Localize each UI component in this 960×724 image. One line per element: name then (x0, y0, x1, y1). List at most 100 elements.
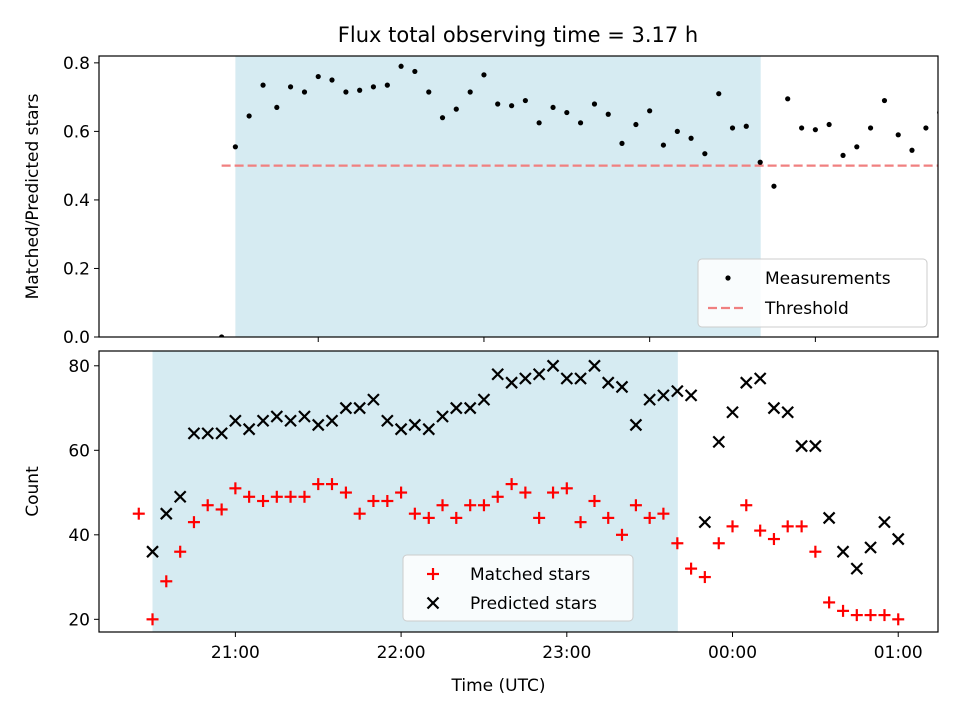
top-point (536, 120, 542, 126)
bottom-point-b (878, 515, 891, 529)
bottom-point (602, 511, 615, 524)
bottom-axes-frame (98, 350, 939, 633)
bottom-point (684, 389, 698, 402)
top-point (826, 121, 832, 128)
bottom-point-b (560, 372, 574, 385)
bottom-point (892, 613, 905, 626)
top-point-shape (398, 63, 404, 69)
bottom-point (339, 486, 352, 499)
top-point-shape (840, 152, 846, 158)
bottom-point (671, 537, 684, 550)
top-point-shape (384, 82, 390, 88)
bottom-point (823, 596, 836, 609)
bottom-point (837, 604, 850, 617)
bottom-point (422, 511, 435, 524)
bottom-point (615, 380, 629, 394)
bottom-point-b (684, 389, 698, 402)
top-point (633, 121, 639, 128)
bottom-point (312, 478, 325, 491)
legend-predicted-marker (426, 596, 440, 610)
bottom-point (533, 511, 546, 524)
bottom-point-b (146, 545, 159, 558)
bottom-xtick-label: 01:00 (874, 643, 923, 663)
bottom-point (491, 367, 504, 381)
bottom-point-b (532, 367, 546, 381)
top-point (384, 82, 390, 88)
bottom-point-b (781, 405, 794, 419)
bottom-point-b (173, 490, 187, 504)
bottom-ytick-label: 60 (68, 441, 90, 461)
top-point-shape (799, 125, 805, 131)
top-point-shape (785, 96, 791, 102)
top-point (509, 103, 515, 109)
bottom-point (408, 507, 421, 520)
bottom-point (560, 482, 573, 495)
bottom-point-b (836, 545, 850, 558)
top-legend: Measurements Threshold (697, 258, 928, 328)
top-point (785, 96, 791, 102)
top-point (260, 82, 266, 88)
bottom-point (795, 520, 808, 533)
legend-measurements-label: Measurements (765, 269, 891, 289)
bottom-point (588, 359, 601, 373)
top-point (702, 151, 708, 157)
bottom-point (740, 499, 753, 512)
bottom-point (809, 439, 822, 453)
bottom-point (353, 507, 366, 520)
bottom-point (270, 490, 283, 503)
bottom-point (505, 376, 518, 389)
legend-measurements-marker (725, 275, 731, 281)
top-panel: 0.0 0.2 0.4 0.6 0.8 Matched/Predicted stars Me… (23, 54, 939, 348)
top-point (577, 120, 584, 126)
bottom-point-b (408, 418, 422, 432)
bottom-point (325, 414, 339, 427)
top-point (895, 132, 901, 138)
top-point-shape (881, 97, 888, 104)
bottom-point (629, 499, 642, 512)
top-ytick-label: 0.6 (63, 122, 90, 142)
top-point-shape (550, 104, 556, 111)
bottom-point (891, 532, 905, 546)
top-point-shape (536, 120, 542, 126)
bottom-point-b (767, 401, 781, 415)
bottom-point (215, 503, 228, 516)
bottom-point (284, 414, 297, 427)
bottom-point (463, 401, 477, 415)
bottom-point-b (712, 435, 726, 449)
bottom-point-b (726, 405, 739, 419)
top-point (771, 183, 777, 189)
bottom-point (698, 515, 712, 529)
top-point-shape (467, 89, 473, 95)
top-point (660, 142, 667, 148)
top-point (287, 84, 294, 90)
top-point (619, 140, 625, 146)
top-point (481, 72, 487, 78)
bottom-point (795, 439, 808, 453)
top-point (605, 111, 611, 117)
top-point (301, 89, 308, 95)
bottom-point (464, 499, 477, 512)
bottom-point (574, 372, 587, 385)
top-point-shape (909, 147, 915, 153)
bottom-point (878, 609, 891, 622)
bottom-point (878, 515, 891, 529)
top-series-dot (219, 63, 938, 337)
bottom-point (367, 393, 380, 406)
top-point (729, 125, 736, 131)
bottom-panel: 20 40 60 80 21:00 22:00 23:00 00:00 01:00 Count Ti… (23, 350, 939, 696)
bottom-point-b (671, 384, 684, 398)
top-point (232, 144, 238, 150)
top-point (757, 159, 763, 165)
top-ytick-label: 0.8 (63, 54, 90, 74)
bottom-point (601, 376, 615, 389)
top-point (357, 87, 363, 93)
top-point-shape (854, 144, 860, 150)
top-point-shape (522, 97, 528, 104)
bottom-point (864, 609, 877, 622)
bottom-point-b (698, 515, 712, 529)
bottom-point (781, 520, 794, 533)
top-point-shape (412, 68, 418, 75)
top-point-shape (757, 159, 763, 165)
top-point (329, 77, 335, 83)
